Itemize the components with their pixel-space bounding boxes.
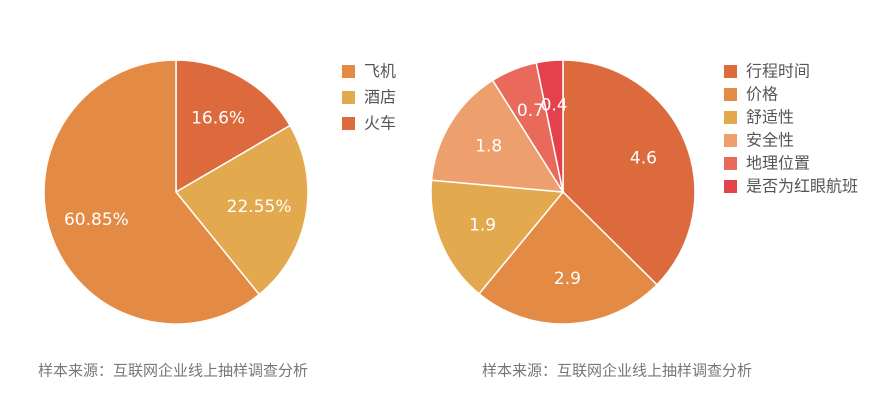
pie-2-slice-1 bbox=[562, 59, 696, 286]
pie-1-slice-3 bbox=[43, 59, 261, 325]
legend-1-label-2: 酒店 bbox=[364, 88, 396, 107]
legend-2-swatch-2 bbox=[724, 88, 737, 101]
legend-2-label-6: 是否为红眼航班 bbox=[746, 177, 858, 196]
pie-1-slice-label-1: 16.6% bbox=[191, 109, 245, 129]
pie-2-slice-6 bbox=[535, 59, 564, 193]
legend-2-swatch-5 bbox=[724, 157, 737, 170]
pie-2-slice-3 bbox=[430, 179, 565, 295]
pie-2-slice-label-1: 4.6 bbox=[630, 148, 657, 168]
pie-1-slice-label-2: 22.55% bbox=[227, 197, 292, 217]
legend-2-swatch-3 bbox=[724, 111, 737, 124]
pie-2-slice-label-5: 0.7 bbox=[517, 101, 544, 121]
pie-1-slice-2 bbox=[174, 124, 309, 296]
pie-2-slice-label-2: 2.9 bbox=[554, 269, 581, 289]
pie-2-slice-label-6: 0.4 bbox=[541, 95, 568, 115]
legend-2-label-2: 价格 bbox=[746, 85, 778, 104]
legend-1-label-1: 飞机 bbox=[364, 62, 396, 81]
pie-2-slice-label-4: 1.8 bbox=[475, 137, 502, 157]
legend-1-label-3: 火车 bbox=[364, 114, 396, 133]
legend-2-swatch-4 bbox=[724, 134, 737, 147]
legend-2-label-1: 行程时间 bbox=[746, 62, 810, 81]
source-caption-1: 样本来源：互联网企业线上抽样调查分析 bbox=[38, 362, 308, 380]
legend-2-label-3: 舒适性 bbox=[746, 108, 794, 127]
legend-1-swatch-2 bbox=[342, 91, 355, 104]
legend-2-label-5: 地理位置 bbox=[746, 154, 810, 173]
legend-1-swatch-3 bbox=[342, 117, 355, 130]
pie-2-slice-4 bbox=[430, 79, 565, 193]
pie-2-slice-2 bbox=[477, 190, 658, 325]
legend-2-swatch-6 bbox=[724, 180, 737, 193]
pie-2-slice-label-3: 1.9 bbox=[469, 216, 496, 236]
pie-chart-2: 4.6 2.9 1.9 1.8 0.70.4 bbox=[430, 59, 696, 325]
legend-1-swatch-1 bbox=[342, 65, 355, 78]
pie-1-slice-label-3: 60.85% bbox=[64, 210, 129, 230]
pie-1-slice-1 bbox=[175, 59, 292, 194]
pie-chart-1: 16.6% 22.55% 60.85% bbox=[43, 59, 309, 325]
legend-2-label-4: 安全性 bbox=[746, 131, 794, 150]
legend-2-swatch-1 bbox=[724, 65, 737, 78]
source-caption-2: 样本来源：互联网企业线上抽样调查分析 bbox=[482, 362, 752, 380]
